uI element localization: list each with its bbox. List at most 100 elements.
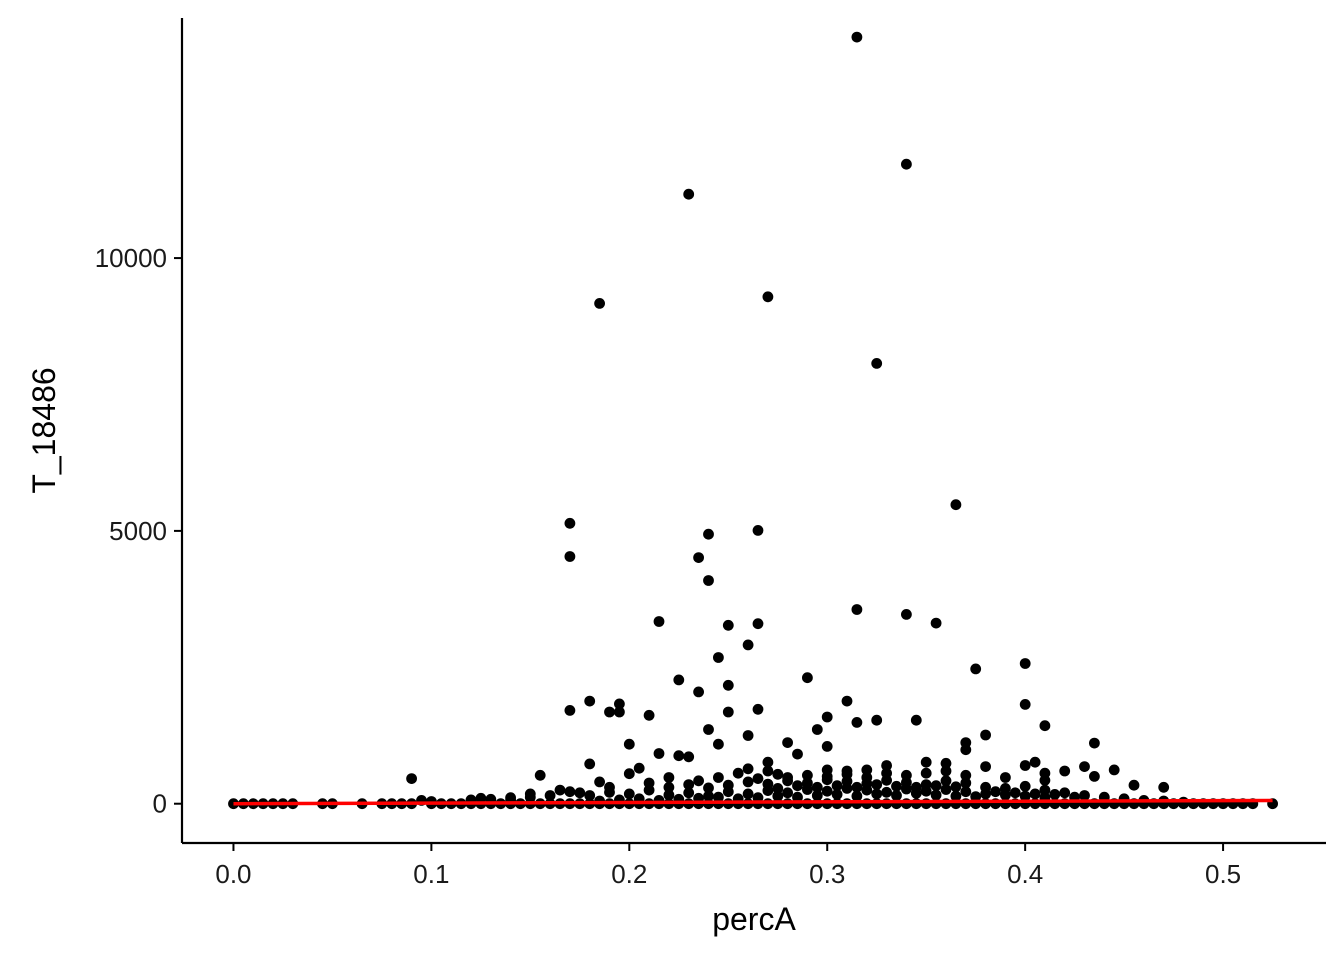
scatter-point bbox=[821, 741, 833, 752]
scatter-point bbox=[901, 609, 912, 620]
scatter-point bbox=[1108, 764, 1120, 776]
scatter-point bbox=[1089, 737, 1100, 749]
scatter-point bbox=[683, 787, 695, 799]
scatter-point bbox=[752, 773, 764, 784]
scatter-point bbox=[703, 790, 714, 802]
scatter-point bbox=[861, 764, 873, 776]
scatter-point bbox=[663, 781, 675, 793]
scatter-point bbox=[901, 158, 912, 170]
x-tick-label: 0.0 bbox=[215, 859, 251, 889]
scatter-point bbox=[564, 551, 576, 562]
scatter-point bbox=[722, 706, 734, 718]
scatter-point bbox=[980, 788, 991, 800]
x-tick-label: 0.4 bbox=[1007, 859, 1043, 889]
scatter-point bbox=[1019, 760, 1031, 771]
scatter-point bbox=[713, 652, 724, 663]
scatter-point bbox=[742, 639, 754, 651]
scatter-point bbox=[564, 517, 576, 529]
scatter-point bbox=[643, 784, 655, 796]
scatter-point bbox=[940, 784, 952, 795]
scatter-point bbox=[752, 618, 764, 630]
x-tick-label: 0.3 bbox=[809, 859, 845, 889]
scatter-point bbox=[891, 790, 902, 801]
axes bbox=[180, 18, 1326, 845]
trend-line bbox=[233, 798, 1273, 806]
scatter-point bbox=[633, 762, 645, 774]
scatter-point bbox=[960, 769, 972, 781]
scatter-point bbox=[851, 604, 863, 615]
scatter-point bbox=[811, 724, 823, 735]
scatter-point bbox=[752, 703, 764, 715]
scatter-point bbox=[534, 769, 546, 781]
scatter-point bbox=[703, 528, 714, 540]
y-axis-ticks: 0 5000 10000 bbox=[95, 243, 182, 819]
scatter-point bbox=[831, 780, 843, 792]
scatter-point bbox=[910, 781, 922, 793]
scatter-point bbox=[762, 785, 774, 796]
scatter-point bbox=[1019, 780, 1031, 792]
scatter-point bbox=[980, 761, 991, 772]
scatter-point bbox=[614, 706, 625, 718]
scatter-point bbox=[713, 738, 724, 750]
scatter-point bbox=[851, 781, 863, 793]
scatter-point bbox=[851, 31, 863, 43]
scatter-point bbox=[1039, 774, 1051, 786]
scatter-point bbox=[881, 767, 892, 779]
scatter-point bbox=[742, 776, 754, 788]
scatter-point bbox=[891, 780, 902, 792]
scatter-point bbox=[841, 695, 853, 707]
scatter-point bbox=[604, 786, 615, 798]
scatter-point bbox=[1158, 781, 1170, 793]
scatter-point bbox=[713, 772, 724, 783]
scatter-point bbox=[930, 617, 942, 629]
scatter-point bbox=[841, 783, 853, 794]
scatter-point bbox=[1029, 788, 1041, 800]
scatter-point bbox=[920, 785, 932, 797]
scatter-point bbox=[1019, 658, 1031, 669]
scatter-points bbox=[228, 31, 1278, 810]
scatter-point bbox=[960, 744, 972, 756]
x-axis-title: percA bbox=[712, 901, 796, 937]
scatter-point bbox=[772, 790, 784, 802]
scatter-point bbox=[960, 786, 972, 798]
scatter-point bbox=[772, 783, 784, 794]
scatter-point bbox=[950, 790, 962, 802]
scatter-point bbox=[871, 779, 883, 790]
scatter-point bbox=[841, 798, 853, 810]
scatter-point bbox=[970, 791, 982, 802]
scatter-point bbox=[1039, 720, 1051, 732]
scatter-point bbox=[673, 750, 685, 762]
scatter-point bbox=[762, 765, 774, 777]
scatter-point bbox=[544, 790, 556, 801]
scatter-point bbox=[742, 730, 754, 741]
scatter-point bbox=[1059, 787, 1071, 799]
scatter-point bbox=[940, 765, 952, 777]
scatter-point bbox=[564, 786, 576, 798]
scatter-point bbox=[732, 767, 744, 779]
scatter-point bbox=[811, 781, 823, 793]
scatter-point bbox=[722, 679, 734, 691]
scatter-point bbox=[1019, 790, 1031, 802]
scatter-point bbox=[1000, 772, 1011, 783]
scatter-point bbox=[703, 575, 714, 586]
scatter-point bbox=[653, 616, 665, 627]
scatter-point bbox=[1009, 787, 1021, 799]
scatter-point bbox=[1049, 789, 1061, 800]
scatter-point bbox=[940, 757, 952, 769]
scatter-point bbox=[821, 798, 833, 810]
scatter-point bbox=[742, 788, 754, 800]
scatter-point bbox=[960, 777, 972, 789]
x-axis-ticks: 0.0 0.1 0.2 0.3 0.4 0.5 bbox=[215, 843, 1241, 889]
x-tick-label: 0.5 bbox=[1205, 859, 1241, 889]
scatter-point bbox=[604, 706, 615, 718]
scatter-point bbox=[772, 768, 784, 780]
scatter-point bbox=[871, 358, 883, 369]
scatter-point bbox=[693, 686, 704, 698]
scatter-point bbox=[782, 787, 793, 799]
scatter-point bbox=[1019, 699, 1031, 710]
scatter-point bbox=[1079, 790, 1090, 801]
scatter-point bbox=[693, 775, 704, 787]
scatter-point bbox=[851, 717, 863, 728]
scatter-point bbox=[524, 791, 536, 803]
